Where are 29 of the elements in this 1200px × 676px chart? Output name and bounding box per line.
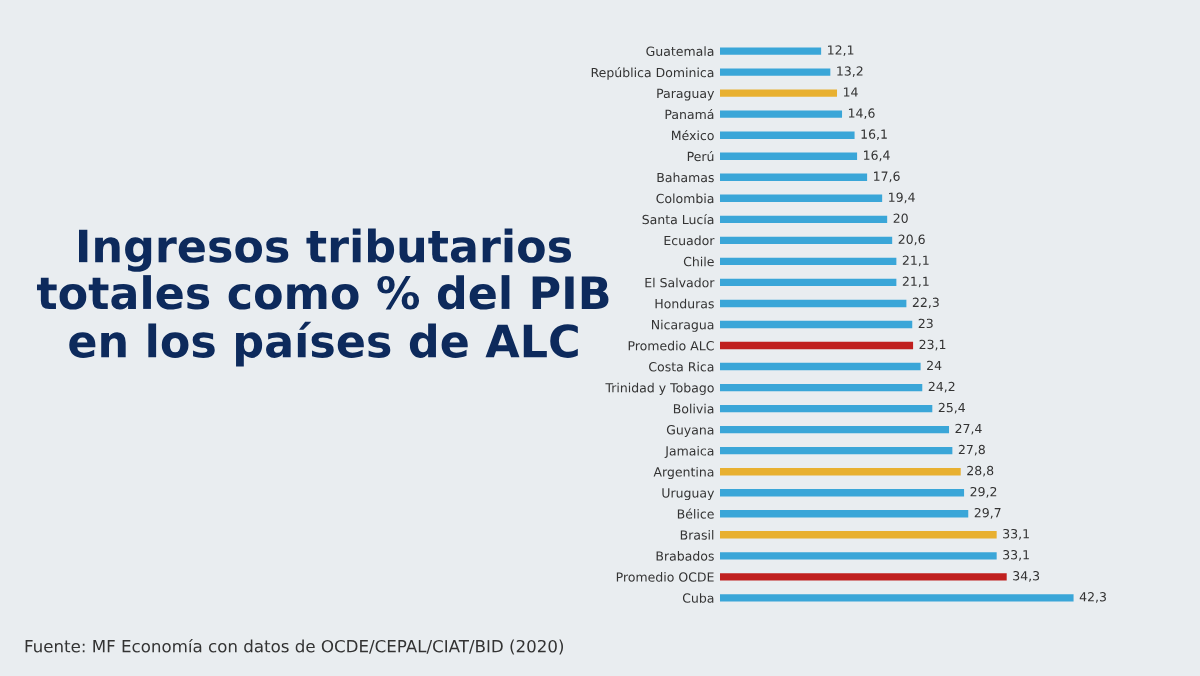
bar: [720, 47, 822, 55]
bar: [720, 194, 883, 202]
bar: [720, 131, 855, 139]
bar: [720, 152, 858, 160]
bar: [720, 531, 997, 539]
bar: [720, 68, 831, 76]
bar: [720, 257, 897, 266]
bar: [720, 573, 1007, 581]
bar: [720, 425, 950, 434]
source-note: Fuente: MF Economía con datos de OCDE/CEPAL/CIAT/BID (2020): [25, 638, 564, 655]
bar: [720, 510, 969, 518]
bar: [720, 383, 923, 392]
bar: [720, 236, 893, 245]
bar: [720, 362, 921, 371]
bar: [720, 320, 913, 329]
bar: [720, 341, 914, 350]
bar: [720, 173, 868, 181]
bar: [720, 89, 838, 97]
bar: [720, 110, 843, 118]
bar: [720, 299, 907, 308]
bar: [720, 278, 897, 287]
bar: [720, 489, 965, 497]
bar: [720, 215, 888, 223]
bar: [720, 468, 961, 476]
bar: [720, 404, 933, 413]
text: Ingresos tributarios totales como % del PIB en los países de ALC: [36, 228, 609, 367]
bar: [720, 552, 997, 560]
bar: [720, 446, 953, 455]
bar: [720, 594, 1074, 602]
